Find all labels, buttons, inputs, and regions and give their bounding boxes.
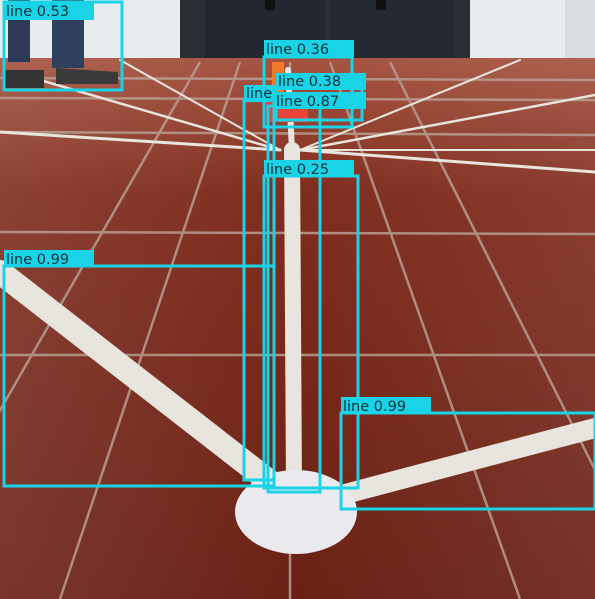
- label-bg-4: [264, 160, 354, 177]
- bbox-6: [339, 411, 595, 511]
- label-bg-3: [274, 92, 366, 109]
- label-1: line 0.36: [264, 40, 354, 58]
- label-text-2: line 0.38: [278, 74, 341, 90]
- label-bg-6: [341, 397, 431, 414]
- label-7: line: [244, 85, 278, 102]
- label-text-1: line 0.36: [266, 42, 329, 58]
- door-handle: [376, 0, 386, 10]
- label-text-5: line 0.99: [6, 252, 69, 268]
- glass-pane: [565, 0, 595, 62]
- floor-circle-marker: [235, 470, 357, 554]
- label-bg-5: [4, 250, 94, 267]
- label-text-3: line 0.87: [276, 94, 339, 110]
- label-bg-7: [244, 85, 278, 102]
- label-5: line 0.99: [4, 250, 94, 268]
- label-2: line 0.38: [276, 73, 366, 90]
- label-bg-1: [264, 40, 354, 58]
- label-0: line 0.53: [4, 2, 94, 20]
- detection-labels: line 0.53 line 0.36 line 0.38 line line …: [4, 2, 431, 415]
- label-6: line 0.99: [341, 397, 431, 415]
- tape-lines: [0, 59, 595, 504]
- label-text-7: line: [246, 86, 272, 102]
- label-3: line 0.87: [274, 92, 366, 110]
- label-text-4: line 0.25: [266, 162, 329, 178]
- label-text-6: line 0.99: [343, 399, 406, 415]
- label-bg-2: [276, 73, 366, 90]
- label-text-0: line 0.53: [6, 4, 69, 20]
- door-handle-2: [265, 0, 275, 10]
- label-bg-0: [4, 2, 94, 20]
- label-4: line 0.25: [264, 160, 354, 178]
